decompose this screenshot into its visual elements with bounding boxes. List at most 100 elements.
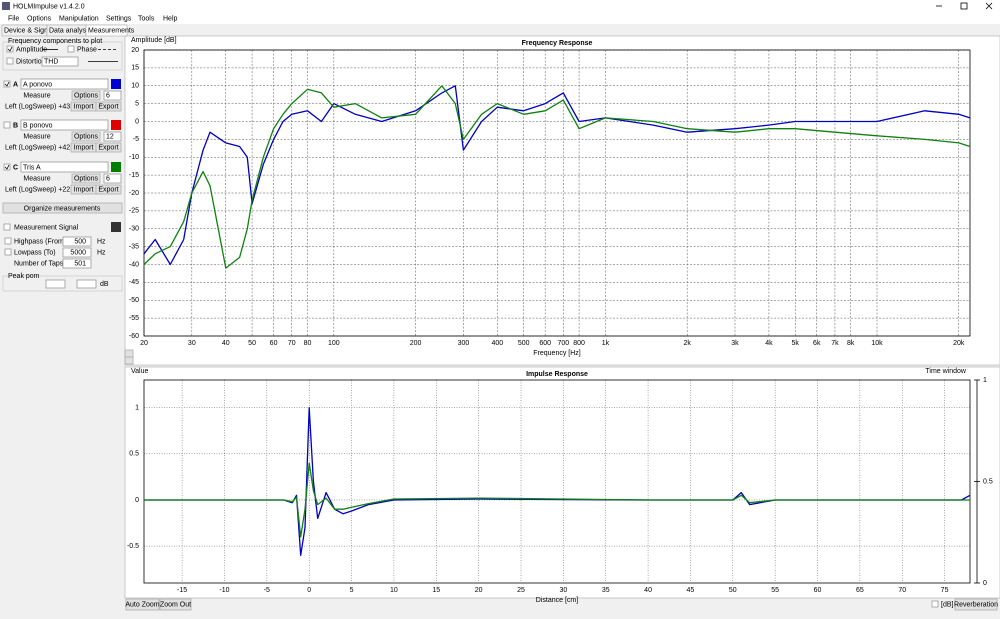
tab[interactable] xyxy=(85,24,128,37)
spinner[interactable] xyxy=(103,90,122,101)
check xyxy=(4,81,10,87)
input[interactable] xyxy=(62,247,92,258)
tab-label: Device & Signal xyxy=(4,27,54,34)
close[interactable] xyxy=(985,2,993,10)
series-line xyxy=(143,85,971,266)
x-tick-label: 45 xyxy=(687,587,695,594)
y-tick-label: 5 xyxy=(135,100,139,107)
x-tick-label: 30 xyxy=(559,587,567,594)
x-tick-label: 40 xyxy=(644,587,652,594)
input-value: 501 xyxy=(74,260,86,267)
spinner-value: 6 xyxy=(106,92,110,99)
x-tick-label: 35 xyxy=(602,587,610,594)
input-value: 500 xyxy=(74,238,86,245)
button-label: Export xyxy=(98,186,118,193)
label: [dB] xyxy=(941,601,954,608)
menu-item[interactable]: Settings xyxy=(106,15,132,22)
y2-tick-label: 0.5 xyxy=(983,478,993,485)
menu-item[interactable]: File xyxy=(8,15,19,22)
y-tick-label: -10 xyxy=(129,154,139,161)
button-label: Reverberation xyxy=(954,601,998,608)
color-swatch[interactable] xyxy=(111,222,121,232)
measurement-info: Left (LogSweep) +42,6dB xyxy=(5,144,85,151)
x-tick-label: 65 xyxy=(856,587,864,594)
menu-item[interactable]: Tools xyxy=(138,15,155,22)
y-tick-label: -35 xyxy=(129,243,139,250)
checkbox[interactable] xyxy=(4,237,12,245)
button-label: Export xyxy=(98,103,118,110)
checkbox[interactable] xyxy=(931,600,939,608)
x-tick-label: 30 xyxy=(188,340,196,347)
y-tick-label: -5 xyxy=(133,136,139,143)
label: Measurement Signal xyxy=(14,224,79,231)
button-label: Options xyxy=(74,133,99,140)
checkbox[interactable] xyxy=(4,248,12,256)
y-axis-label: Amplitude [dB] xyxy=(131,37,177,44)
button-label: Options xyxy=(74,175,99,182)
dropdown[interactable] xyxy=(20,161,109,173)
spinner[interactable] xyxy=(103,173,122,184)
options-button[interactable] xyxy=(71,131,101,142)
x-tick-label: 800 xyxy=(573,340,585,347)
options-button[interactable] xyxy=(71,173,101,184)
spinner[interactable] xyxy=(103,131,122,142)
x-tick-label: 8k xyxy=(847,340,855,347)
dropdown[interactable] xyxy=(20,78,109,90)
x-tick-label: 10k xyxy=(871,340,883,347)
x-tick-label: 75 xyxy=(941,587,949,594)
menu-item[interactable]: Manipulation xyxy=(59,15,99,22)
dropdown[interactable] xyxy=(20,119,109,131)
measurement-letter: A xyxy=(13,81,18,88)
x-tick-label: 0 xyxy=(307,587,311,594)
tab-label: Measurements xyxy=(88,27,135,34)
dropdown-value: THD xyxy=(44,58,58,65)
color-swatch[interactable] xyxy=(111,79,121,89)
checkbox[interactable] xyxy=(3,121,11,129)
y-tick-label: 15 xyxy=(131,65,139,72)
x-tick-label: 20k xyxy=(953,340,965,347)
export-button[interactable] xyxy=(95,142,122,153)
checkbox[interactable] xyxy=(3,163,11,171)
input[interactable] xyxy=(62,236,92,247)
x-tick-label: 20 xyxy=(475,587,483,594)
x-tick-label: 4k xyxy=(765,340,773,347)
button-label: Import xyxy=(74,186,94,193)
label: Number of Taps xyxy=(14,260,64,267)
color-swatch[interactable] xyxy=(111,162,121,172)
checkbox[interactable] xyxy=(6,57,14,65)
measure-label: Measure xyxy=(23,133,50,140)
menu-item[interactable]: Options xyxy=(27,15,52,22)
reverberation-button[interactable] xyxy=(954,598,998,611)
checkbox[interactable] xyxy=(3,80,11,88)
checkbox[interactable] xyxy=(6,45,14,53)
button-label: Import xyxy=(74,103,94,110)
y-axis-label: Value xyxy=(131,368,148,375)
checkbox[interactable] xyxy=(3,223,11,231)
x-tick-label: 300 xyxy=(458,340,470,347)
zoom-out-button[interactable] xyxy=(159,598,192,611)
menu-item[interactable]: Help xyxy=(163,15,178,22)
color-swatch[interactable] xyxy=(111,120,121,130)
x-tick-label: 700 xyxy=(558,340,570,347)
measurement-letter: C xyxy=(13,164,18,171)
options-button[interactable] xyxy=(71,90,101,101)
input[interactable] xyxy=(45,279,66,289)
input[interactable] xyxy=(76,279,97,289)
dropdown[interactable] xyxy=(41,56,79,67)
maximize[interactable] xyxy=(960,2,968,10)
x-axis-label: Distance [cm] xyxy=(536,597,578,604)
export-button[interactable] xyxy=(95,101,122,112)
scroll-down[interactable] xyxy=(124,356,134,365)
button-label: Auto Zoom xyxy=(125,601,159,608)
x-tick-label: 80 xyxy=(304,340,312,347)
label: Highpass (From) xyxy=(14,238,66,245)
export-button[interactable] xyxy=(95,184,122,195)
y-tick-label: -60 xyxy=(129,333,139,340)
scroll-up[interactable] xyxy=(124,349,134,358)
x-tick-label: 55 xyxy=(771,587,779,594)
auto-zoom-button[interactable] xyxy=(125,598,160,611)
organize-button[interactable] xyxy=(2,202,123,214)
input[interactable] xyxy=(62,258,92,269)
check xyxy=(4,164,10,170)
checkbox[interactable] xyxy=(67,45,75,53)
